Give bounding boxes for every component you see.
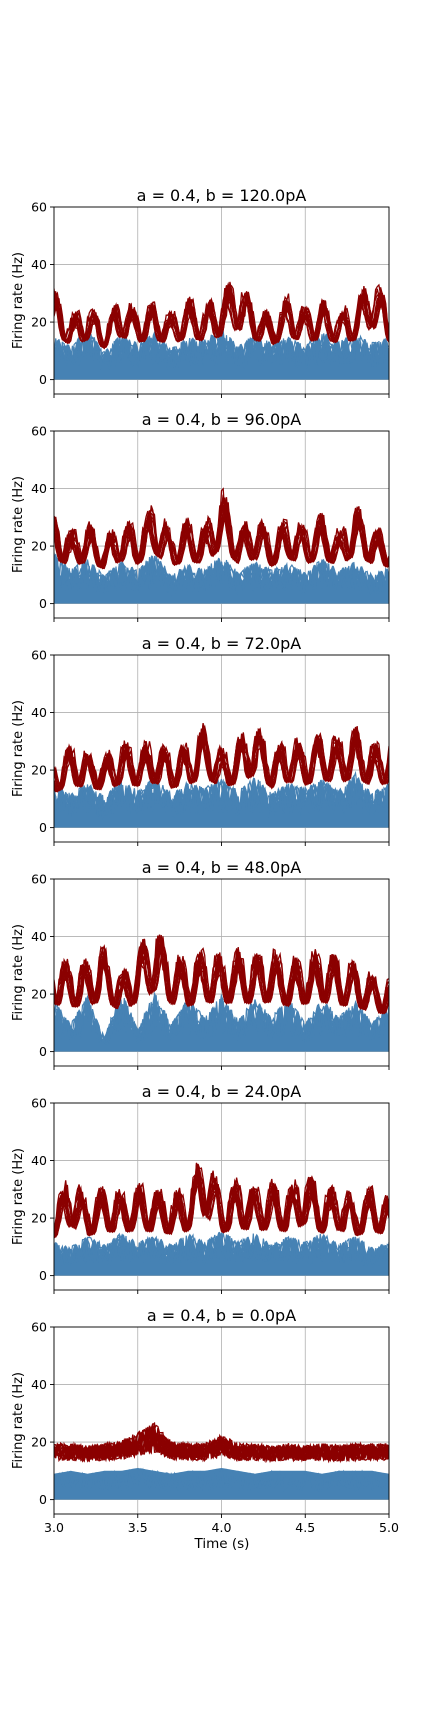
traces	[54, 281, 389, 380]
y-axis-label: Firing rate (Hz)	[11, 924, 26, 1021]
y-tick-label: 20	[31, 1211, 47, 1226]
series-excitatory-line	[54, 1233, 389, 1268]
y-tick-label: 0	[39, 1492, 47, 1507]
y-tick-label: 60	[31, 424, 47, 439]
y-tick-label: 60	[31, 1320, 47, 1335]
x-tick-label: 3.5	[128, 1520, 148, 1535]
y-tick-label: 40	[31, 481, 47, 496]
panel-title: a = 0.4, b = 72.0pA	[142, 634, 302, 653]
series-inhibitory-line	[54, 938, 389, 1015]
series-inhibitory-line	[54, 502, 389, 570]
panel-4: 0 20 40 60 a = 0.4, b = 48.0pA Firing rate (H…	[11, 858, 390, 1070]
y-tick-label: 60	[31, 648, 47, 663]
series-excitatory-line	[54, 330, 389, 369]
series-inhibitory-line	[54, 1424, 389, 1463]
traces	[54, 1162, 389, 1276]
traces	[54, 934, 389, 1052]
x-tick-label: 4.0	[212, 1520, 232, 1535]
series-excitatory-line	[54, 999, 389, 1046]
y-axis-label: Firing rate (Hz)	[11, 252, 26, 349]
panel-3: 0 20 40 60 a = 0.4, b = 72.0pA Firing rate (H…	[11, 634, 390, 846]
y-axis-label: Firing rate (Hz)	[11, 1372, 26, 1469]
panel-2: 0 20 40 60 a = 0.4, b = 96.0pA Firing rate (H…	[11, 410, 390, 622]
y-tick-label: 0	[39, 596, 47, 611]
series-excitatory-line	[54, 552, 389, 596]
y-axis-label: Firing rate (Hz)	[11, 700, 26, 797]
x-axis-label: Time (s)	[194, 1536, 250, 1552]
panel-title: a = 0.4, b = 120.0pA	[137, 186, 307, 205]
y-tick-label: 0	[39, 820, 47, 835]
y-tick-label: 40	[31, 705, 47, 720]
series-inhibitory-line	[54, 1429, 389, 1464]
y-tick-label: 40	[31, 1377, 47, 1392]
x-tick-label: 4.5	[295, 1520, 315, 1535]
traces	[54, 723, 389, 828]
y-tick-label: 0	[39, 1044, 47, 1059]
panels: 0 20 40 60 a = 0.4, b = 120.0pA Firing rate (…	[11, 186, 399, 1535]
y-tick-label: 40	[31, 257, 47, 272]
y-axis-label: Firing rate (Hz)	[11, 1148, 26, 1245]
x-tick-label: 3.0	[44, 1520, 64, 1535]
series-excitatory-line	[54, 1467, 389, 1495]
series-excitatory-line	[54, 995, 389, 1045]
y-tick-label: 20	[31, 763, 47, 778]
y-tick-label: 60	[31, 872, 47, 887]
x-tick-label: 5.0	[379, 1520, 399, 1535]
y-tick-label: 20	[31, 539, 47, 554]
y-tick-label: 60	[31, 200, 47, 215]
panel-title: a = 0.4, b = 48.0pA	[142, 858, 302, 877]
y-axis-label: Firing rate (Hz)	[11, 476, 26, 573]
series-inhibitory-line	[54, 1167, 389, 1238]
series-inhibitory-line	[54, 284, 389, 350]
traces	[54, 487, 389, 604]
series-inhibitory-line	[54, 505, 389, 568]
panel-title: a = 0.4, b = 0.0pA	[147, 1306, 296, 1325]
series-excitatory-line	[54, 1468, 389, 1493]
panel-5: 0 20 40 60 a = 0.4, b = 24.0pA Firing rate (H…	[11, 1082, 390, 1294]
panel-6: 0 20 40 60 3.0 3.5 4.0 4.5 5.0 a = 0.4, b = 0.0pA…	[11, 1306, 399, 1535]
series-excitatory-line	[54, 1232, 389, 1268]
panel-1: 0 20 40 60 a = 0.4, b = 120.0pA Firing rate (…	[11, 186, 390, 398]
series-inhibitory-line	[54, 1167, 389, 1239]
series-excitatory-line	[54, 1469, 389, 1493]
series-excitatory-line	[54, 778, 389, 820]
traces	[54, 1421, 389, 1500]
y-tick-label: 20	[31, 987, 47, 1002]
y-tick-label: 20	[31, 1435, 47, 1450]
panel-title: a = 0.4, b = 24.0pA	[142, 1082, 302, 1101]
y-tick-label: 0	[39, 372, 47, 387]
y-tick-label: 40	[31, 1153, 47, 1168]
y-tick-label: 20	[31, 315, 47, 330]
series-inhibitory-line	[54, 728, 389, 793]
y-tick-label: 40	[31, 929, 47, 944]
panel-title: a = 0.4, b = 96.0pA	[142, 410, 302, 429]
y-tick-label: 0	[39, 1268, 47, 1283]
y-tick-label: 60	[31, 1096, 47, 1111]
series-inhibitory-line	[54, 724, 389, 791]
